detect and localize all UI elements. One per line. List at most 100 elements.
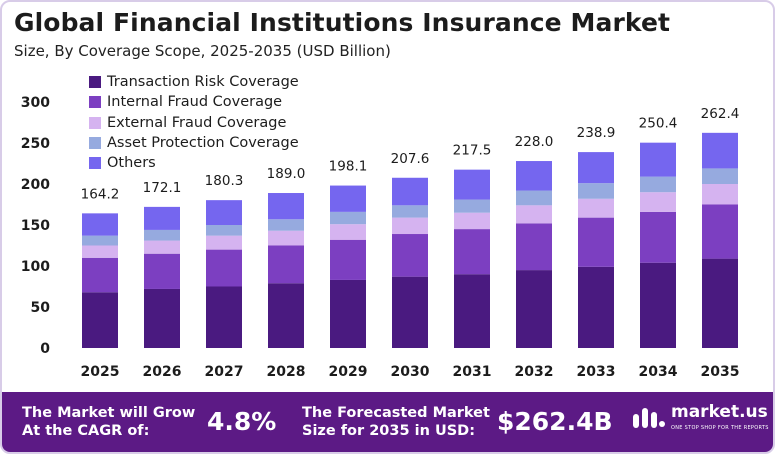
total-label: 172.1 <box>143 180 182 196</box>
y-tick-label: 150 <box>21 218 50 234</box>
bar-segment <box>330 239 366 280</box>
bar-segment <box>82 213 118 236</box>
legend-item: External Fraud Coverage <box>89 113 299 133</box>
total-label: 207.6 <box>391 151 430 167</box>
bar-segment <box>206 225 242 236</box>
bar-segment <box>516 190 552 206</box>
bar-segment <box>206 235 242 250</box>
bar-segment <box>144 288 180 348</box>
bar-segment <box>82 292 118 348</box>
forecast-caption: The Forecasted Market Size for 2035 in U… <box>302 404 490 440</box>
bar-segment <box>454 212 490 230</box>
bar-segment <box>392 217 428 235</box>
y-tick-label: 200 <box>21 177 50 193</box>
bar-segment <box>702 132 738 169</box>
x-tick-label: 2033 <box>577 364 616 380</box>
bar-segment <box>268 283 304 348</box>
bar-segment <box>392 276 428 348</box>
legend-label: Asset Protection Coverage <box>107 135 299 152</box>
bar-segment <box>454 169 490 200</box>
bar-segment <box>640 192 676 212</box>
total-label: 198.1 <box>329 159 368 175</box>
bar-segment <box>702 184 738 205</box>
legend: Transaction Risk Coverage Internal Fraud… <box>89 72 299 173</box>
bar-segment <box>268 219 304 231</box>
bars <box>82 132 738 348</box>
bar-segment <box>392 205 428 218</box>
bar-segment <box>578 198 614 218</box>
bar-segment <box>268 230 304 246</box>
bar-segment <box>144 253 180 289</box>
bar-segment <box>82 245 118 258</box>
bar-segment <box>392 177 428 206</box>
forecast-line2: Size for 2035 in USD: <box>302 423 476 439</box>
bar-segment <box>702 258 738 348</box>
bar-segment <box>268 193 304 220</box>
x-tick-label: 2027 <box>205 364 244 380</box>
legend-item: Others <box>89 153 299 173</box>
bar-segment <box>454 199 490 213</box>
x-tick-label: 2035 <box>701 364 740 380</box>
cagr-line1: The Market will Grow <box>22 405 196 421</box>
bar-segment <box>454 229 490 275</box>
chart-title: Global Financial Institutions Insurance … <box>14 8 671 37</box>
bar-segment <box>702 168 738 184</box>
cagr-caption: The Market will Grow At the CAGR of: <box>22 404 195 440</box>
bar-segment <box>516 161 552 191</box>
x-tick-label: 2028 <box>267 364 306 380</box>
y-axis: 0 50 100 150 200 250 300 <box>21 95 50 357</box>
bar-segment <box>206 286 242 348</box>
footer-banner: The Market will Grow At the CAGR of: 4.8… <box>2 392 773 452</box>
bar-segment <box>206 249 242 287</box>
x-tick-label: 2032 <box>515 364 554 380</box>
bar-segment <box>640 211 676 263</box>
bar-segment <box>578 217 614 267</box>
bar-segment <box>640 142 676 177</box>
total-label: 164.2 <box>81 186 120 202</box>
bar-segment <box>578 152 614 184</box>
legend-swatch <box>89 96 101 109</box>
x-tick-label: 2030 <box>391 364 430 380</box>
y-tick-label: 300 <box>21 95 50 111</box>
bar-segment <box>330 185 366 212</box>
bar-segment <box>144 240 180 254</box>
bar-segment <box>702 204 738 259</box>
bar-segment <box>578 183 614 199</box>
x-tick-label: 2031 <box>453 364 492 380</box>
total-label: 250.4 <box>639 116 678 132</box>
y-tick-label: 0 <box>40 341 50 357</box>
legend-label: Internal Fraud Coverage <box>107 94 283 111</box>
x-tick-label: 2029 <box>329 364 368 380</box>
total-label: 180.3 <box>205 173 244 189</box>
legend-item: Transaction Risk Coverage <box>89 72 299 92</box>
x-tick-label: 2034 <box>639 364 678 380</box>
legend-item: Asset Protection Coverage <box>89 133 299 153</box>
total-label: 262.4 <box>701 106 740 122</box>
legend-swatch <box>89 116 101 129</box>
y-tick-label: 100 <box>21 259 50 275</box>
bar-segment <box>268 245 304 284</box>
legend-label: External Fraud Coverage <box>107 114 287 131</box>
y-tick-label: 250 <box>21 136 50 152</box>
bar-segment <box>516 270 552 348</box>
bar-segment <box>516 223 552 271</box>
bar-segment <box>578 266 614 348</box>
bar-segment <box>144 206 180 230</box>
legend-swatch <box>89 137 101 150</box>
y-tick-label: 50 <box>31 300 51 316</box>
bar-segment <box>144 229 180 241</box>
total-label: 228.0 <box>515 134 554 150</box>
forecast-value: $262.4B <box>497 407 613 436</box>
legend-label: Others <box>107 155 156 172</box>
total-labels: 164.2 172.1 180.3 189.0 198.1 207.6 217.5 228.0… <box>81 106 740 203</box>
bar-segment <box>82 235 118 246</box>
bar-segment <box>330 211 366 225</box>
total-label: 217.5 <box>453 143 492 159</box>
bar-segment <box>516 205 552 224</box>
bar-segment <box>330 224 366 240</box>
total-label: 189.0 <box>267 166 306 182</box>
bar-segment <box>82 257 118 293</box>
brand-tagline: ONE STOP SHOP FOR THE REPORTS <box>671 425 769 431</box>
